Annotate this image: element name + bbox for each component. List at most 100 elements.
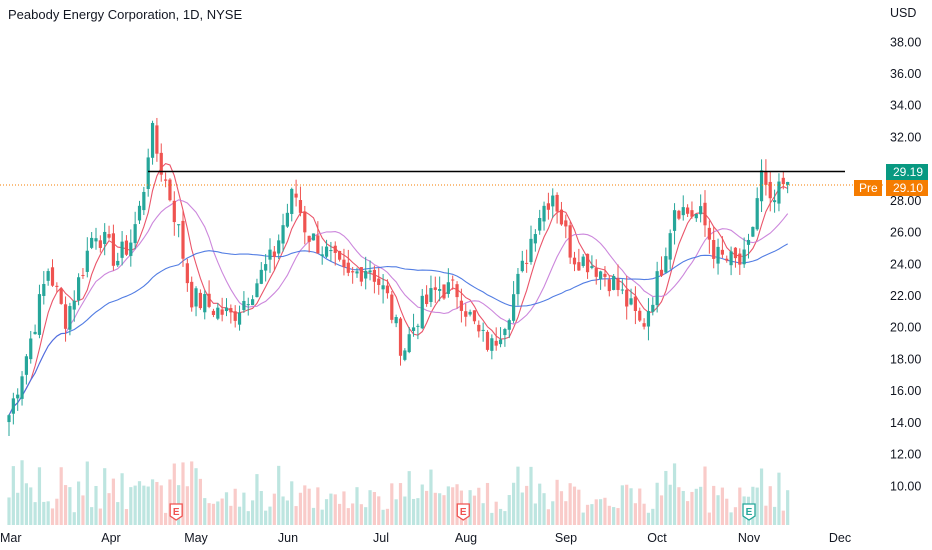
- candle-body: [90, 237, 94, 248]
- candle-body: [181, 220, 185, 259]
- price-tick-label: 20.00: [890, 321, 921, 335]
- candle-body: [707, 227, 711, 240]
- earnings-marker[interactable]: E: [742, 503, 756, 521]
- volume-bar: [242, 492, 246, 525]
- volume-bar: [290, 481, 294, 525]
- candle-body: [237, 312, 242, 325]
- price-tick-label: 12.00: [890, 448, 921, 462]
- volume-bar: [716, 495, 720, 525]
- volume-bar: [294, 506, 298, 525]
- candle-body: [242, 300, 246, 311]
- volume-bar: [677, 487, 681, 525]
- volume-bar: [316, 487, 320, 525]
- volume-bar: [420, 484, 424, 525]
- candle-body: [568, 225, 572, 258]
- candle-body: [377, 278, 381, 285]
- candle-body: [438, 289, 442, 291]
- earnings-marker[interactable]: E: [169, 503, 183, 521]
- volume-bar: [572, 486, 577, 525]
- candle-body: [451, 279, 455, 281]
- candle-body: [16, 394, 20, 399]
- candle-body: [525, 262, 529, 264]
- candle-body: [7, 415, 11, 423]
- candle-body: [742, 249, 746, 265]
- earnings-marker[interactable]: E: [456, 503, 470, 521]
- candle-body: [642, 323, 646, 327]
- candle-body: [364, 270, 368, 279]
- volume-bar: [516, 466, 520, 525]
- volume-bar: [655, 482, 659, 525]
- volume-bar: [542, 493, 546, 525]
- candle-body: [551, 195, 555, 207]
- volume-bar: [42, 501, 46, 525]
- candle-body: [142, 191, 146, 211]
- candle-body: [764, 171, 768, 185]
- candle-body: [533, 234, 537, 244]
- volume-bar: [220, 498, 224, 525]
- candle-body: [185, 263, 189, 284]
- volume-bar: [668, 484, 672, 525]
- candle-body: [468, 311, 472, 315]
- candle-body: [316, 235, 320, 254]
- volume-bar: [729, 512, 733, 525]
- candle-body: [729, 251, 733, 266]
- volume-bar: [390, 483, 394, 525]
- candle-body: [307, 235, 311, 242]
- candle-body: [81, 275, 85, 277]
- candle-body: [699, 206, 703, 215]
- candlesticks: [7, 117, 790, 436]
- candle-body: [503, 329, 507, 336]
- volume-bar: [338, 503, 342, 525]
- volume-bar: [159, 485, 163, 525]
- volume-bar: [55, 498, 59, 525]
- candle-body: [346, 262, 350, 273]
- candle-body: [738, 253, 742, 265]
- time-tick-label: Apr: [101, 531, 120, 545]
- volume-bar: [281, 496, 285, 525]
- chart-title: Peabody Energy Corporation, 1D, NYSE: [8, 7, 243, 22]
- time-axis[interactable]: Mar Apr May Jun Jul Aug Sep Oct Nov Dec: [0, 531, 851, 545]
- volume-bar: [411, 498, 416, 525]
- time-tick-label: Mar: [0, 531, 22, 545]
- candle-body: [625, 289, 629, 307]
- volume-bar: [394, 499, 398, 525]
- volume-bar: [190, 461, 194, 525]
- volume-bar: [533, 503, 537, 525]
- volume-bar: [251, 500, 255, 525]
- candle-body: [107, 234, 111, 238]
- volume-bar: [529, 466, 533, 525]
- candle-body: [277, 240, 281, 254]
- volume-bar: [472, 495, 477, 525]
- price-tick-label: 26.00: [890, 226, 921, 240]
- volume-bar: [786, 490, 790, 525]
- volume-bar: [503, 511, 507, 525]
- candle-body: [116, 260, 120, 266]
- candle-body: [164, 179, 168, 181]
- volume-bar: [50, 508, 55, 525]
- candle-body: [320, 254, 324, 257]
- candle-body: [781, 177, 785, 185]
- candle-body: [712, 240, 716, 259]
- volume-bar: [355, 487, 359, 525]
- volume-bar: [594, 499, 598, 525]
- volume-bar: [116, 502, 120, 525]
- price-tick-label: 22.00: [890, 289, 921, 303]
- candle-body: [616, 278, 620, 290]
- candle-body: [459, 300, 463, 311]
- volume-bar: [559, 491, 564, 525]
- candle-body: [120, 241, 124, 258]
- candle-body: [94, 238, 98, 242]
- candle-body: [703, 202, 707, 226]
- candle-body: [146, 157, 150, 189]
- volume-bar: [272, 493, 276, 525]
- volume-bar: [738, 487, 742, 525]
- volume-bar: [659, 495, 664, 525]
- candle-body: [472, 310, 477, 322]
- volume-bar: [7, 497, 11, 525]
- price-axis[interactable]: 10.00 12.00 14.00 16.00 18.00 20.00 22.00 24.00…: [890, 35, 921, 493]
- candle-body: [333, 245, 337, 253]
- candle-body: [433, 287, 437, 290]
- candle-body: [425, 294, 429, 305]
